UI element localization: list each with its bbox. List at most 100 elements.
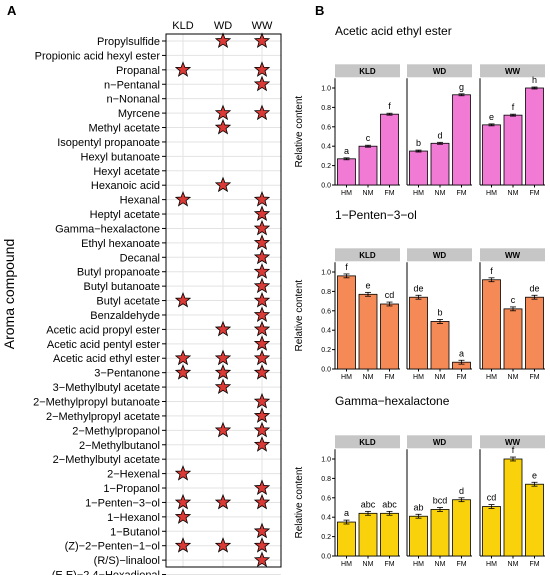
compound-label: (E,E)−2,4−Hexadienal <box>52 570 160 575</box>
significance-label: c <box>511 295 516 305</box>
bar <box>358 293 378 370</box>
bar <box>337 521 356 557</box>
star-marker <box>174 61 192 77</box>
significance-label: c <box>366 133 371 143</box>
x-tick-label: FM <box>529 374 539 381</box>
compound-label: Decanal <box>120 252 160 264</box>
significance-label: b <box>437 308 442 318</box>
x-tick-label: HM <box>341 374 352 381</box>
compound-label: Butyl acetate <box>96 296 160 308</box>
star-marker <box>253 479 271 495</box>
significance-label: g <box>459 82 464 92</box>
bar <box>525 296 544 370</box>
star-marker <box>253 234 271 250</box>
compound-label: 3−Pentanone <box>94 368 160 380</box>
column-header: KLD <box>172 20 193 32</box>
bar <box>337 275 356 370</box>
facet-strip <box>480 248 545 262</box>
significance-label: e <box>532 470 537 480</box>
chart-title: Gamma−hexalactone <box>335 394 450 408</box>
facet-strip <box>335 435 400 449</box>
y-tick-label: 0.6 <box>321 124 331 131</box>
bar <box>503 458 523 557</box>
significance-label: f <box>512 102 515 112</box>
column-header: WD <box>214 20 232 32</box>
significance-label: e <box>489 112 494 122</box>
star-marker <box>253 263 271 279</box>
bar <box>430 321 450 370</box>
significance-label: abc <box>361 499 376 509</box>
significance-label: cd <box>487 493 497 503</box>
panel-a-ylabel: Aroma compound <box>1 239 17 350</box>
bar <box>380 512 399 557</box>
compound-label: Gamma−hexalactone <box>55 223 160 235</box>
bar <box>452 94 471 186</box>
significance-label: de <box>529 283 539 293</box>
star-marker <box>174 191 192 207</box>
significance-label: e <box>365 280 370 290</box>
star-marker <box>214 349 232 366</box>
star-marker <box>253 61 271 77</box>
compound-label: Propanal <box>116 65 160 77</box>
star-marker <box>253 291 271 308</box>
star-marker <box>174 364 192 380</box>
y-tick-label: 0.4 <box>321 515 331 522</box>
compound-label: Myrcene <box>118 108 160 120</box>
x-tick-label: HM <box>413 374 424 381</box>
facet-strip-label: WD <box>433 251 447 260</box>
bar <box>482 279 501 370</box>
star-marker <box>253 493 271 510</box>
chart-title: Acetic acid ethyl ester <box>335 24 452 38</box>
star-marker <box>253 277 271 294</box>
bar <box>409 150 428 186</box>
panel-b-letter: B <box>315 3 324 18</box>
bar <box>409 515 428 557</box>
compound-label: Hexyl acetate <box>93 166 160 178</box>
compound-label: (Z)−2−Penten−1−ol <box>65 541 160 553</box>
facet-strip-label: WW <box>505 67 521 76</box>
x-tick-label: HM <box>486 374 497 381</box>
star-marker <box>253 551 271 568</box>
facet-strip <box>480 435 545 449</box>
significance-label: de <box>413 283 423 293</box>
x-tick-label: HM <box>486 561 497 568</box>
significance-label: abc <box>382 499 397 509</box>
panel-a-frame <box>165 33 282 568</box>
significance-label: f <box>388 101 391 111</box>
star-marker <box>174 537 192 553</box>
panel-b-charts: Acetic acid ethyl ester Relative content 0… <box>294 24 545 568</box>
significance-label: a <box>344 508 349 518</box>
bar <box>430 142 450 186</box>
x-tick-label: FM <box>384 190 394 197</box>
significance-label: f <box>512 445 515 455</box>
star-marker <box>214 364 232 380</box>
compound-label: 1−Butanol <box>110 526 160 538</box>
star-marker <box>174 349 192 366</box>
x-tick-label: NM <box>363 374 374 381</box>
star-marker <box>253 537 271 553</box>
star-marker <box>253 335 271 351</box>
bar <box>525 87 544 186</box>
star-marker <box>214 320 232 337</box>
x-tick-label: NM <box>435 190 446 197</box>
facet-strip <box>407 248 472 262</box>
star-marker <box>174 291 192 308</box>
x-tick-label: NM <box>508 374 519 381</box>
compound-label: 1−Penten−3−ol <box>85 497 160 509</box>
x-tick-label: HM <box>413 190 424 197</box>
significance-label: d <box>437 130 442 140</box>
x-tick-label: NM <box>435 561 446 568</box>
star-marker <box>214 421 232 438</box>
star-marker <box>253 320 271 337</box>
y-tick-label: 0.0 <box>321 554 331 561</box>
y-tick-label: 0.0 <box>321 367 331 374</box>
compound-label: 2−Methylbutyl acetate <box>53 454 160 466</box>
star-marker <box>253 421 271 438</box>
y-tick-label: 0.2 <box>321 534 331 541</box>
star-marker <box>253 248 271 265</box>
significance-label: f <box>490 266 493 276</box>
compound-label: Hexyl butanoate <box>81 151 161 163</box>
star-marker <box>253 32 271 48</box>
significance-label: h <box>532 75 537 85</box>
